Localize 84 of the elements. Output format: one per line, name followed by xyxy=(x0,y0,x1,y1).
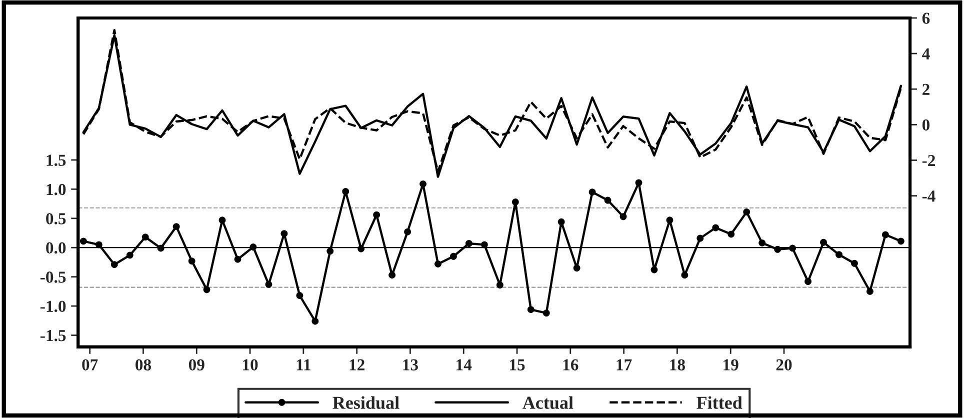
point xyxy=(804,278,812,285)
point xyxy=(280,230,288,238)
x-tick-label: 12 xyxy=(350,359,364,370)
point xyxy=(218,216,226,224)
y-tick-label: 1.5 xyxy=(46,154,66,166)
point xyxy=(681,272,688,279)
point xyxy=(434,260,442,268)
point xyxy=(604,196,612,204)
y-tick-label: -1.0 xyxy=(40,300,66,312)
y2-tick-label: 4 xyxy=(922,48,930,60)
point xyxy=(312,318,319,325)
point xyxy=(666,216,674,224)
y2-tick-label: 6 xyxy=(922,12,930,24)
y-tick-label: -1.5 xyxy=(40,330,66,342)
point xyxy=(588,188,596,196)
point xyxy=(558,218,565,226)
y-tick-label: -0.5 xyxy=(40,272,66,283)
point xyxy=(95,241,102,248)
point xyxy=(866,288,874,295)
point xyxy=(836,251,842,258)
x-tick-label: 13 xyxy=(403,359,418,370)
x-tick-label: 16 xyxy=(563,359,578,370)
point xyxy=(743,208,750,216)
y2-tick-label: -2 xyxy=(922,154,935,166)
x-tick-label: 11 xyxy=(296,359,310,370)
x-tick-label: 07 xyxy=(82,359,98,370)
x-tick-label: 09 xyxy=(188,359,204,370)
point xyxy=(234,256,242,263)
x-tick-label: 19 xyxy=(724,359,738,370)
point xyxy=(882,231,889,238)
x-tick-label: 10 xyxy=(243,359,258,370)
point xyxy=(774,246,782,253)
x-tick-label: 20 xyxy=(776,359,792,370)
point xyxy=(358,245,365,252)
y-tick-label: 0.5 xyxy=(46,213,66,224)
point xyxy=(820,238,827,246)
point xyxy=(203,286,210,294)
point xyxy=(527,306,534,314)
point xyxy=(635,179,642,186)
point xyxy=(80,238,87,245)
y2-tick-label: -4 xyxy=(922,190,936,202)
y2-tick-label: 0 xyxy=(922,119,930,131)
point xyxy=(650,266,658,274)
point xyxy=(758,239,766,246)
point xyxy=(157,244,164,252)
legend-label: Actual xyxy=(522,396,574,409)
y-tick-label: 1.0 xyxy=(46,184,66,196)
x-tick-label: 15 xyxy=(510,359,525,370)
point xyxy=(188,258,196,265)
point xyxy=(620,213,627,220)
point xyxy=(512,198,519,206)
point xyxy=(465,240,472,247)
point xyxy=(142,234,149,241)
point xyxy=(728,230,735,238)
point xyxy=(712,224,720,232)
legend-label: Residual xyxy=(332,396,400,409)
point xyxy=(388,272,396,279)
point xyxy=(342,188,350,195)
point xyxy=(496,282,504,288)
legend-label: Fitted xyxy=(696,396,742,409)
point xyxy=(420,180,427,188)
point xyxy=(573,264,580,272)
point xyxy=(250,244,257,250)
y2-tick-label: 2 xyxy=(922,84,930,95)
point xyxy=(172,223,180,230)
x-tick-label: 17 xyxy=(616,359,632,370)
point xyxy=(265,280,272,288)
point xyxy=(296,292,304,299)
x-tick-label: 08 xyxy=(136,359,152,370)
point xyxy=(110,261,118,268)
point xyxy=(897,238,904,245)
point xyxy=(450,252,457,260)
point xyxy=(126,252,134,259)
point xyxy=(851,260,858,267)
point xyxy=(696,234,704,242)
point xyxy=(404,228,412,236)
x-tick-label: 14 xyxy=(456,359,472,370)
point xyxy=(542,310,550,317)
y-tick-label: 0.0 xyxy=(46,242,66,254)
x-tick-label: 18 xyxy=(670,359,685,370)
point xyxy=(326,248,334,255)
point xyxy=(480,241,488,248)
point xyxy=(373,211,380,218)
point xyxy=(789,244,796,252)
